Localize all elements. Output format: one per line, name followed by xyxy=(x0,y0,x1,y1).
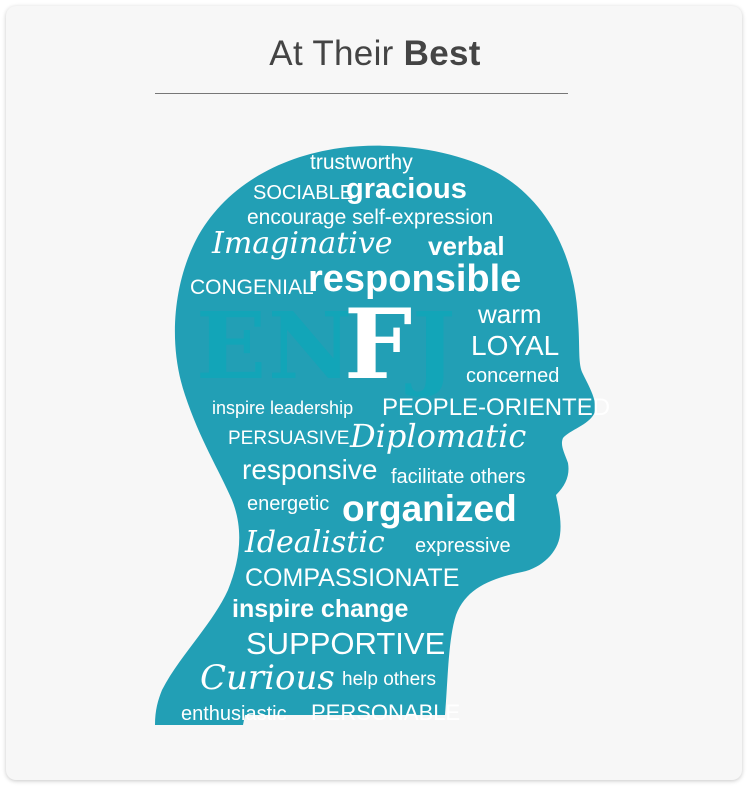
head-shape xyxy=(155,145,596,725)
word-verbal: verbal xyxy=(428,231,505,261)
title-emphasis: Best xyxy=(403,34,481,73)
word-diplomatic: Diplomatic xyxy=(350,417,527,455)
letter-j: J xyxy=(412,292,456,400)
letter-e: E xyxy=(196,292,267,400)
word-idealistic: Idealistic xyxy=(245,525,385,560)
letter-f: F xyxy=(344,288,413,401)
word-sociable: SOCIABLE xyxy=(253,182,354,204)
word-inspire-change: inspire change xyxy=(232,595,409,623)
word-enthusiastic: enthusiastic xyxy=(181,703,287,725)
word-responsive: responsive xyxy=(242,454,378,485)
word-compassionate: COMPASSIONATE xyxy=(245,564,460,592)
word-expressive: expressive xyxy=(415,535,511,557)
word-trustworthy: trustworthy xyxy=(310,151,413,174)
word-inspire-leadership: inspire leadership xyxy=(212,398,354,418)
letter-n: N xyxy=(268,292,353,400)
word-encourage: encourage self-expression xyxy=(247,206,494,229)
word-warm: warm xyxy=(478,299,542,329)
word-loyal: LOYAL xyxy=(471,330,560,361)
page-title: At Their Best xyxy=(0,34,750,74)
title-prefix: At Their xyxy=(269,34,394,73)
word-people-oriented: PEOPLE-ORIENTED xyxy=(382,394,611,421)
word-help-others: help others xyxy=(342,669,437,690)
word-supportive: SUPPORTIVE xyxy=(246,626,446,661)
word-facilitate: facilitate others xyxy=(391,466,526,488)
word-gracious: gracious xyxy=(346,173,467,205)
word-energetic: energetic xyxy=(247,493,330,515)
word-responsible: responsible xyxy=(308,258,522,300)
word-personable: PERSONABLE xyxy=(311,700,461,725)
word-curious: Curious xyxy=(200,658,335,698)
word-concerned: concerned xyxy=(466,365,560,387)
word-congenial: CONGENIAL xyxy=(190,276,314,299)
word-imaginative: Imaginative xyxy=(212,226,393,261)
word-persuasive: PERSUASIVE xyxy=(228,428,350,449)
word-organized: organized xyxy=(342,488,517,529)
title-divider xyxy=(155,93,568,94)
